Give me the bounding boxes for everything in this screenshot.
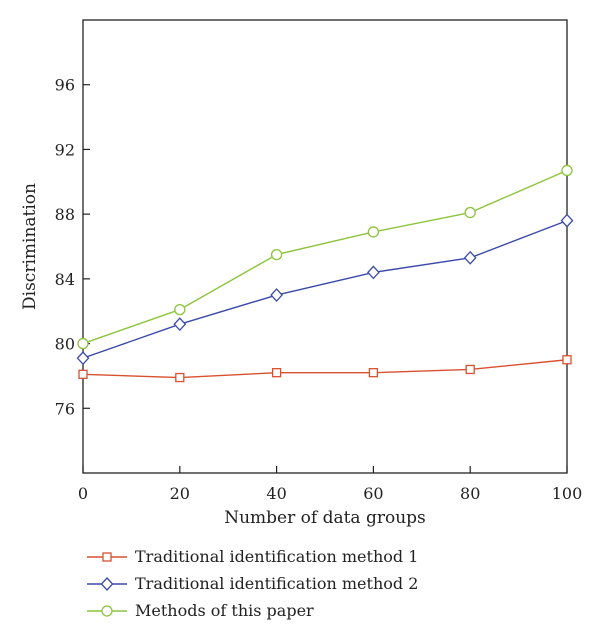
data-point-series-1: [175, 372, 185, 383]
legend: Traditional identification method 1 Trad…: [85, 543, 418, 624]
x-tick-label: 20: [170, 484, 190, 503]
x-tick-label: 60: [363, 484, 383, 503]
legend-marker: [100, 576, 114, 591]
data-point-series-1: [465, 364, 475, 375]
data-point-series-3: [561, 164, 573, 177]
data-point-series-3: [270, 248, 283, 261]
x-tick-label: 40: [266, 484, 286, 503]
x-axis-label: Number of data groups: [224, 508, 426, 528]
legend-marker: [101, 604, 113, 617]
legend-label: Traditional identification method 2: [135, 574, 419, 593]
plot-area-frame: [82, 19, 568, 474]
series-line-3: [82, 169, 568, 345]
legend-item-series-2: Traditional identification method 2: [85, 570, 418, 597]
series-line-2: [82, 219, 568, 359]
y-tick-label: 80: [55, 335, 75, 354]
legend-label: Traditional identification method 1: [135, 547, 419, 566]
legend-marker: [102, 551, 112, 562]
y-tick-label: 88: [55, 205, 75, 224]
y-tick-label: 76: [55, 399, 75, 418]
x-tick-label: 100: [552, 484, 583, 503]
data-point-series-1: [368, 368, 379, 378]
series-line-1: [82, 359, 568, 379]
legend-swatch-square: [87, 551, 127, 562]
data-point-series-2: [270, 288, 283, 302]
y-tick-label: 92: [55, 140, 75, 159]
line-chart: 0 20 40 60 80 100 76 80 84 88 92 96 Number of data …: [20, 19, 583, 528]
x-tick-label: 80: [460, 484, 480, 503]
data-point-series-3: [174, 303, 186, 316]
y-axis-label: Discrimination: [20, 183, 40, 310]
y-tick-label: 84: [55, 270, 75, 289]
legend-swatch-diamond: [87, 576, 127, 591]
data-point-series-2: [367, 265, 380, 280]
legend-swatch-circle: [87, 604, 127, 617]
data-point-series-1: [562, 355, 572, 365]
data-point-series-3: [464, 206, 476, 219]
y-tick-label: 96: [55, 76, 75, 95]
data-point-series-2: [76, 351, 90, 366]
data-point-series-2: [560, 213, 574, 228]
x-tick-label: 0: [78, 484, 88, 503]
data-point-series-3: [367, 226, 380, 238]
legend-item-series-3: Methods of this paper: [85, 597, 418, 624]
legend-label: Methods of this paper: [135, 601, 314, 620]
data-point-series-3: [77, 337, 89, 350]
data-point-series-2: [463, 250, 477, 265]
legend-item-series-1: Traditional identification method 1: [85, 543, 418, 570]
data-point-series-2: [173, 317, 187, 332]
data-point-series-1: [271, 368, 282, 378]
data-point-series-1: [78, 369, 88, 379]
